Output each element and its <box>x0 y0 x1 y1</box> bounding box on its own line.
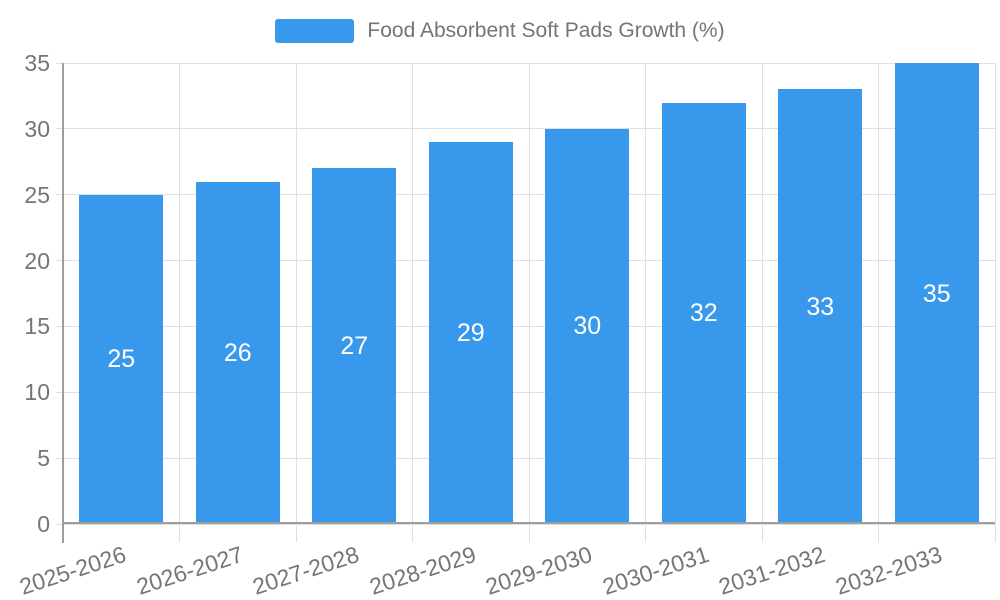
h-gridline <box>56 523 995 525</box>
v-gridline <box>179 63 180 542</box>
x-tick-label: 2031-2032 <box>715 541 829 600</box>
bar-value-label: 30 <box>573 312 602 341</box>
h-gridline <box>56 457 995 459</box>
h-gridline <box>56 391 995 393</box>
x-tick-label: 2030-2031 <box>599 541 712 600</box>
x-tick-label: 2027-2028 <box>249 541 363 600</box>
h-gridline <box>56 325 995 327</box>
v-gridline <box>878 63 879 542</box>
y-tick-label: 25 <box>24 181 50 208</box>
bar-value-label: 25 <box>107 345 136 374</box>
x-axis-line <box>63 522 995 524</box>
y-tick-label: 35 <box>24 50 50 76</box>
y-tick-label: 15 <box>24 313 50 340</box>
h-gridline <box>56 128 995 130</box>
legend-swatch[interactable] <box>275 19 355 43</box>
v-gridline <box>412 63 413 542</box>
bar-value-label: 27 <box>340 332 369 361</box>
y-tick-label: 30 <box>24 115 50 142</box>
y-axis-tick-labels: 0 5 10 15 20 25 30 35 <box>0 51 50 536</box>
h-gridline <box>56 62 995 64</box>
legend-label[interactable]: Food Absorbent Soft Pads Growth (%) <box>367 19 725 42</box>
x-axis-tick-labels: 2025-2026 2026-2027 2027-2028 2028-2029 2029… <box>17 524 995 600</box>
h-gridline <box>56 194 995 196</box>
y-axis-line <box>62 63 64 543</box>
bar-2032-2033[interactable] <box>894 63 979 524</box>
v-gridline <box>994 63 996 542</box>
bar-2029-2030[interactable] <box>545 128 630 524</box>
y-tick-label: 10 <box>24 379 50 406</box>
bar-value-label: 35 <box>922 279 951 308</box>
y-tick-label: 20 <box>24 247 50 274</box>
v-gridline <box>645 63 646 542</box>
bar-2026-2027[interactable] <box>195 181 280 524</box>
x-tick-label: 2025-2026 <box>16 541 130 600</box>
bar-2025-2026[interactable] <box>79 194 164 524</box>
chart-legend[interactable]: Food Absorbent Soft Pads Growth (%) <box>0 19 1000 43</box>
x-tick-label: 2032-2033 <box>832 541 945 600</box>
v-gridline <box>295 63 297 542</box>
y-tick-label: 5 <box>37 445 50 472</box>
plot-area: 25 26 27 29 30 32 33 35 <box>56 62 996 543</box>
bar-2031-2032[interactable] <box>778 89 863 524</box>
x-tick-label: 2029-2030 <box>482 541 596 600</box>
bar-value-label: 33 <box>806 292 835 321</box>
y-tick-label: 0 <box>37 511 50 537</box>
bar-value-label: 32 <box>689 299 718 328</box>
bar-2028-2029[interactable] <box>428 142 513 524</box>
h-gridline <box>56 260 995 262</box>
x-tick-label: 2028-2029 <box>366 541 479 600</box>
bar-value-label: 26 <box>223 338 252 367</box>
bar-2027-2028[interactable] <box>312 168 397 524</box>
bar-value-label: 29 <box>456 319 485 347</box>
v-gridline <box>761 63 763 542</box>
bar-2030-2031[interactable] <box>661 102 746 524</box>
x-tick-label: 2026-2027 <box>133 541 246 600</box>
v-gridline <box>528 63 530 542</box>
